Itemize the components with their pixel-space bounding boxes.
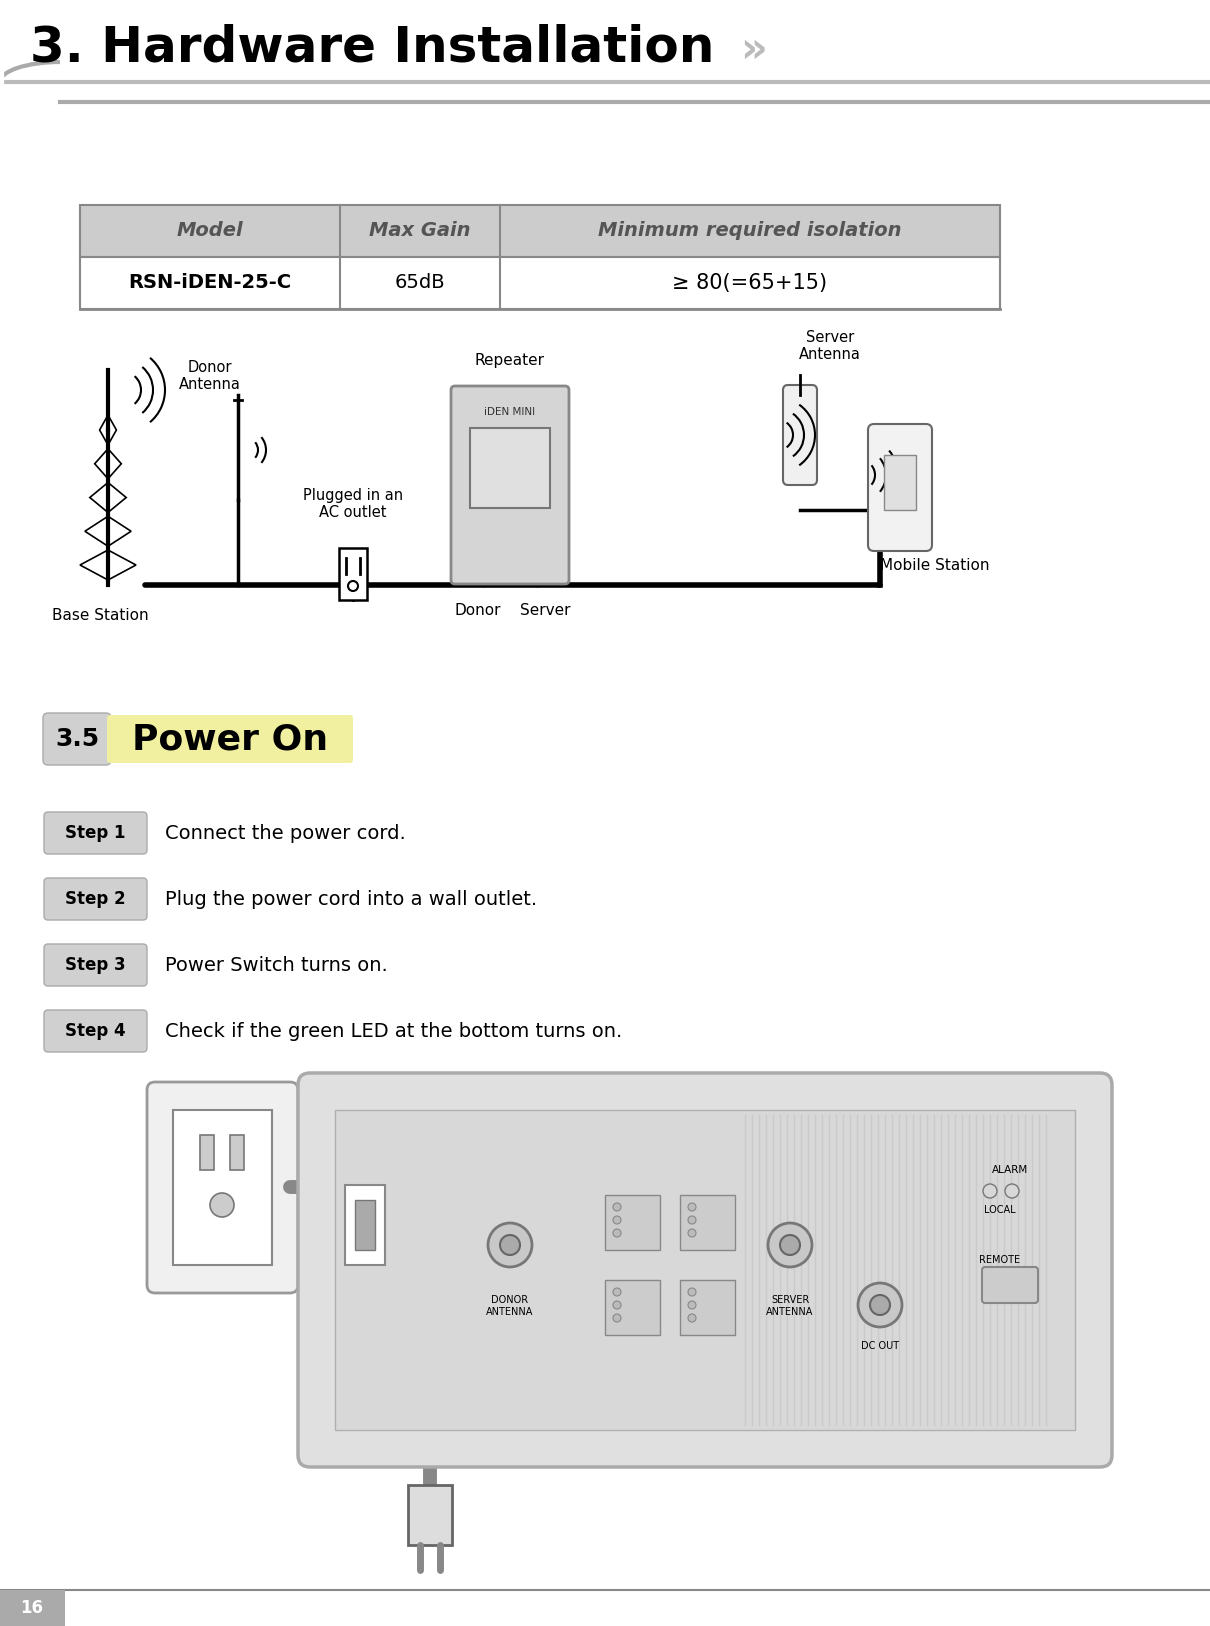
Bar	[200, 1135, 214, 1171]
Bar	[469, 428, 551, 507]
Circle shape	[613, 1314, 621, 1322]
Bar	[885, 455, 916, 511]
FancyBboxPatch shape	[783, 385, 817, 485]
Text: DC OUT: DC OUT	[862, 1341, 899, 1351]
Bar	[408, 1485, 453, 1545]
FancyBboxPatch shape	[868, 424, 932, 551]
Text: Check if the green LED at the bottom turns on.: Check if the green LED at the bottom tur…	[165, 1021, 622, 1041]
FancyBboxPatch shape	[0, 0, 1210, 78]
Text: Step 1: Step 1	[65, 824, 126, 842]
Circle shape	[613, 1301, 621, 1309]
Text: SERVER
ANTENNA: SERVER ANTENNA	[766, 1294, 813, 1317]
Text: ≥ 80(=65+15): ≥ 80(=65+15)	[673, 273, 828, 293]
Circle shape	[688, 1216, 696, 1224]
Circle shape	[613, 1229, 621, 1237]
Circle shape	[870, 1294, 891, 1315]
Circle shape	[688, 1288, 696, 1296]
FancyBboxPatch shape	[44, 1010, 146, 1052]
Bar	[80, 205, 999, 257]
Circle shape	[688, 1203, 696, 1211]
Text: Model: Model	[177, 221, 243, 241]
Bar	[0, 1590, 65, 1626]
Bar	[230, 1135, 244, 1171]
Circle shape	[983, 1184, 997, 1198]
Text: DONOR
ANTENNA: DONOR ANTENNA	[486, 1294, 534, 1317]
Circle shape	[688, 1314, 696, 1322]
Text: Base Station: Base Station	[52, 608, 149, 623]
Text: Step 4: Step 4	[64, 1023, 126, 1041]
Text: Donor: Donor	[455, 603, 501, 618]
Circle shape	[780, 1236, 800, 1255]
Text: Server
Antenna: Server Antenna	[799, 330, 862, 363]
Text: Server: Server	[520, 603, 570, 618]
FancyBboxPatch shape	[44, 712, 111, 764]
Circle shape	[768, 1223, 812, 1267]
Circle shape	[613, 1216, 621, 1224]
Text: Power On: Power On	[132, 722, 328, 756]
Bar	[335, 1111, 1074, 1429]
Text: Donor
Antenna: Donor Antenna	[179, 359, 241, 392]
Bar	[605, 1195, 659, 1250]
Circle shape	[500, 1236, 520, 1255]
Text: Mobile Station: Mobile Station	[880, 558, 990, 572]
Text: iDEN MINI: iDEN MINI	[484, 406, 536, 416]
Text: Connect the power cord.: Connect the power cord.	[165, 823, 405, 842]
Text: 65dB: 65dB	[394, 273, 445, 293]
FancyBboxPatch shape	[983, 1267, 1038, 1302]
Text: Repeater: Repeater	[476, 353, 544, 367]
Text: REMOTE: REMOTE	[979, 1255, 1020, 1265]
Bar	[345, 1185, 385, 1265]
Circle shape	[1006, 1184, 1019, 1198]
Text: RSN-iDEN-25-C: RSN-iDEN-25-C	[128, 273, 292, 293]
Circle shape	[488, 1223, 532, 1267]
Bar	[605, 1280, 659, 1335]
FancyBboxPatch shape	[146, 1081, 298, 1293]
FancyBboxPatch shape	[44, 811, 146, 854]
Bar	[173, 1111, 272, 1265]
Text: Plugged in an
AC outlet: Plugged in an AC outlet	[302, 488, 403, 520]
Circle shape	[858, 1283, 901, 1327]
Text: 16: 16	[21, 1598, 44, 1616]
Text: 3.5: 3.5	[54, 727, 99, 751]
FancyBboxPatch shape	[106, 715, 353, 763]
Bar	[680, 1280, 734, 1335]
Bar	[339, 548, 367, 600]
Text: LOCAL: LOCAL	[984, 1205, 1016, 1215]
Text: Power Switch turns on.: Power Switch turns on.	[165, 956, 387, 974]
FancyBboxPatch shape	[451, 385, 569, 584]
FancyBboxPatch shape	[298, 1073, 1112, 1467]
Circle shape	[688, 1229, 696, 1237]
Bar	[80, 257, 999, 309]
Text: Plug the power cord into a wall outlet.: Plug the power cord into a wall outlet.	[165, 889, 537, 909]
Text: Step 2: Step 2	[64, 889, 126, 907]
Circle shape	[688, 1301, 696, 1309]
Bar	[680, 1195, 734, 1250]
Text: »: »	[741, 29, 767, 72]
Text: Step 3: Step 3	[64, 956, 126, 974]
FancyBboxPatch shape	[44, 878, 146, 920]
Text: Max Gain: Max Gain	[369, 221, 471, 241]
Bar	[355, 1200, 375, 1250]
Text: 3. Hardware Installation: 3. Hardware Installation	[30, 24, 714, 72]
Circle shape	[613, 1203, 621, 1211]
Circle shape	[211, 1193, 234, 1216]
Text: ALARM: ALARM	[992, 1164, 1028, 1176]
Text: Minimum required isolation: Minimum required isolation	[598, 221, 901, 241]
FancyBboxPatch shape	[44, 945, 146, 985]
Circle shape	[613, 1288, 621, 1296]
